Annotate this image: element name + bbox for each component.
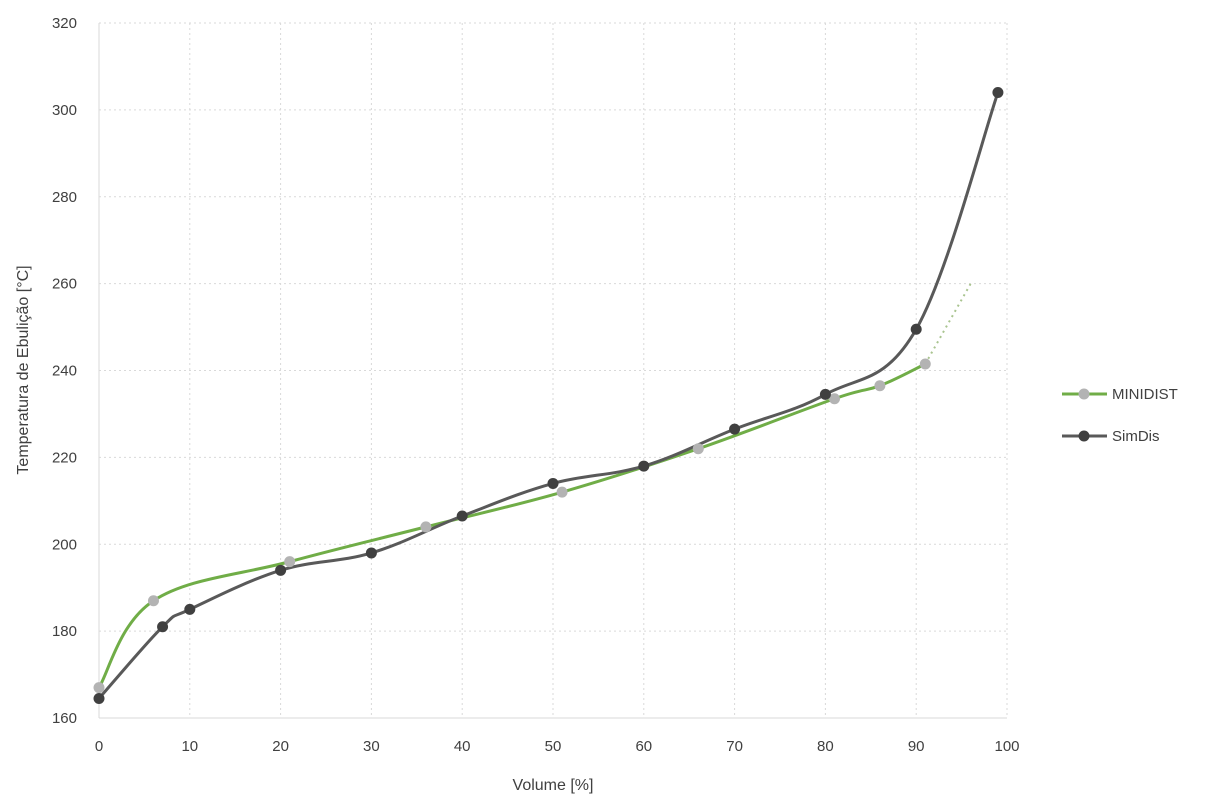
y-tick-label: 280 — [52, 189, 77, 206]
x-tick-label: 10 — [181, 738, 198, 755]
x-tick-label: 60 — [635, 738, 652, 755]
series-lines — [97, 91, 1000, 700]
minidist-series-line — [97, 362, 927, 690]
x-tick-label: 80 — [817, 738, 834, 755]
minidist-data-point — [828, 393, 840, 405]
y-tick-label: 300 — [52, 102, 77, 119]
simdis-data-point — [456, 510, 468, 522]
legend-item-minidist: MINIDIST — [1062, 386, 1178, 403]
simdis-data-point — [638, 460, 650, 472]
legend-label-minidist: MINIDIST — [1112, 386, 1178, 403]
simdis-data-point — [992, 87, 1004, 98]
minidist-data-point — [919, 358, 931, 370]
x-tick-label: 0 — [95, 738, 103, 755]
simdis-data-point — [729, 423, 741, 435]
simdis-data-point — [819, 388, 831, 400]
y-tick-label: 180 — [52, 623, 77, 640]
x-tick-label: 20 — [272, 738, 289, 755]
minidist-data-point — [284, 556, 296, 568]
legend-label-simdis: SimDis — [1112, 428, 1160, 445]
simdis-data-point — [275, 564, 287, 576]
y-tick-label: 260 — [52, 276, 77, 293]
axes: 160 180 200 220 240 260 280 300 320 0 10 20 30 40 50 60… — [52, 15, 1020, 755]
y-axis-title: Temperatura de Ebulição [°C] — [15, 265, 32, 474]
simdis-data-point — [910, 323, 922, 335]
simdis-data-point — [547, 477, 559, 489]
x-tick-label: 100 — [994, 738, 1019, 755]
minidist-data-point — [874, 380, 886, 392]
x-tick-label: 30 — [363, 738, 380, 755]
x-tick-label: 40 — [454, 738, 471, 755]
y-tick-label: 160 — [52, 710, 77, 727]
x-axis-title: Volume [%] — [513, 777, 594, 794]
y-tick-label: 200 — [52, 536, 77, 553]
simdis-data-point — [184, 603, 196, 615]
simdis-data-point — [157, 621, 169, 633]
legend: MINIDIST SimDis — [1062, 386, 1178, 445]
y-tick-label: 220 — [52, 449, 77, 466]
y-tick-label: 240 — [52, 363, 77, 380]
legend-marker-minidist — [1078, 388, 1090, 400]
x-tick-label: 90 — [908, 738, 925, 755]
simdis-series-line — [97, 91, 1000, 700]
x-tick-label: 50 — [545, 738, 562, 755]
gridlines — [99, 22, 1008, 718]
minidist-data-point — [147, 595, 159, 607]
legend-marker-simdis — [1078, 430, 1090, 442]
x-tick-label: 70 — [726, 738, 743, 755]
minidist-data-point — [556, 486, 568, 498]
minidist-data-point — [420, 521, 432, 533]
y-tick-label: 320 — [52, 15, 77, 32]
simdis-data-point — [93, 692, 105, 704]
series-markers — [93, 87, 1004, 704]
minidist-data-point — [692, 443, 704, 455]
simdis-data-point — [365, 547, 377, 559]
legend-item-simdis: SimDis — [1062, 428, 1160, 445]
minidist-data-point — [93, 682, 105, 694]
